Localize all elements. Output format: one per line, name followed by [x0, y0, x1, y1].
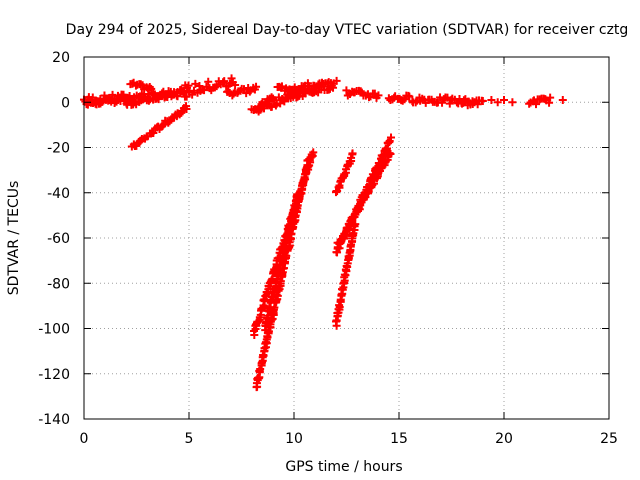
chart-title: Day 294 of 2025, Sidereal Day-to-day VTE… [66, 22, 629, 38]
data-point [374, 91, 383, 100]
data-point [332, 76, 341, 85]
data-point [487, 95, 496, 104]
data-point [445, 99, 454, 108]
data-point [459, 96, 468, 105]
data-point [294, 190, 303, 199]
data-point [305, 155, 314, 164]
axis-ticks: 0 5 10 15 20 25 20 0 -20 -40 -60 -80 -100 -120 -140 [38, 50, 618, 447]
y-tick-label: -20 [47, 141, 70, 157]
data-point [277, 82, 286, 91]
data-point [279, 249, 288, 258]
x-tick-label: 5 [185, 431, 194, 447]
data-point [212, 82, 221, 91]
data-point [252, 82, 261, 91]
data-point [390, 93, 399, 102]
x-axis-label: GPS time / hours [285, 459, 402, 475]
x-tick-label: 0 [80, 431, 89, 447]
data-point [327, 81, 336, 90]
data-point [231, 80, 240, 89]
x-tick-label: 25 [600, 431, 618, 447]
x-tick-label: 15 [390, 431, 408, 447]
data-point [204, 77, 213, 86]
data-point [493, 98, 502, 107]
data-point [387, 133, 396, 142]
y-tick-label: -60 [47, 231, 70, 247]
data-point [500, 95, 508, 104]
data-point [242, 89, 251, 98]
y-tick-label: -120 [38, 367, 70, 383]
data-point [508, 98, 517, 107]
data-point [269, 94, 278, 103]
y-tick-label: 0 [61, 95, 70, 111]
data-point [546, 93, 555, 102]
data-point [220, 77, 229, 86]
y-tick-label: -40 [47, 186, 70, 202]
data-point [191, 79, 200, 88]
y-axis-label: SDTVAR / TECUs [6, 181, 22, 296]
data-point [182, 105, 191, 114]
data-point [478, 96, 487, 105]
data-point [541, 95, 550, 104]
y-tick-label: -140 [38, 412, 70, 428]
y-tick-label: 20 [52, 50, 70, 66]
data-points [79, 74, 567, 392]
data-point [545, 98, 554, 107]
data-point [386, 149, 395, 158]
data-point [532, 100, 541, 109]
data-point [525, 99, 534, 108]
data-point [267, 93, 276, 102]
data-point [227, 74, 236, 83]
data-point [405, 92, 414, 101]
y-tick-label: -80 [47, 276, 70, 292]
data-point [158, 122, 167, 131]
data-point [184, 81, 193, 90]
data-point [182, 92, 191, 101]
data-point [149, 129, 158, 138]
data-point [356, 87, 365, 96]
data-point [267, 102, 276, 111]
y-tick-label: -100 [38, 322, 70, 338]
x-tick-label: 10 [285, 431, 303, 447]
data-point [558, 95, 567, 104]
data-point [264, 327, 273, 336]
data-point [147, 84, 156, 93]
data-point [303, 156, 312, 165]
data-point [219, 78, 228, 87]
data-point [309, 148, 318, 157]
data-point [351, 220, 360, 229]
x-tick-label: 20 [495, 431, 513, 447]
data-point [348, 149, 357, 158]
data-point [473, 100, 482, 109]
